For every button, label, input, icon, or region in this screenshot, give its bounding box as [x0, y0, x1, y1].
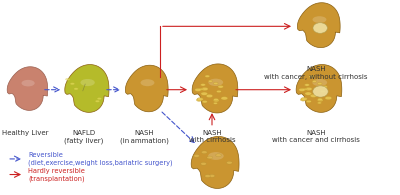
Ellipse shape: [140, 79, 154, 86]
Circle shape: [317, 99, 323, 102]
Circle shape: [305, 92, 312, 95]
PathPatch shape: [298, 3, 340, 48]
PathPatch shape: [7, 67, 48, 110]
Circle shape: [309, 75, 314, 78]
Circle shape: [216, 90, 221, 93]
Text: NASH
with cancer and cirrhosis: NASH with cancer and cirrhosis: [272, 130, 360, 143]
Circle shape: [301, 97, 307, 100]
Circle shape: [195, 88, 201, 91]
Circle shape: [214, 82, 218, 85]
Circle shape: [214, 98, 218, 101]
Circle shape: [213, 102, 218, 104]
Circle shape: [206, 94, 213, 98]
Circle shape: [205, 75, 210, 77]
Circle shape: [200, 84, 206, 86]
Circle shape: [209, 175, 215, 177]
Circle shape: [95, 100, 100, 102]
Circle shape: [226, 161, 232, 164]
Circle shape: [197, 98, 203, 101]
Text: NAFLD
(fatty liver): NAFLD (fatty liver): [64, 130, 104, 144]
Circle shape: [202, 151, 207, 154]
PathPatch shape: [191, 136, 239, 188]
Ellipse shape: [313, 86, 328, 97]
Text: Healthy Liver: Healthy Liver: [2, 130, 48, 136]
Text: NASH
with cancer, without cirrhosis: NASH with cancer, without cirrhosis: [264, 66, 368, 80]
Circle shape: [205, 175, 210, 177]
Ellipse shape: [313, 23, 327, 33]
Text: Reversible
(diet,exercise,weight loss,bariatric surgery): Reversible (diet,exercise,weight loss,ba…: [28, 152, 173, 166]
Circle shape: [317, 102, 322, 104]
Circle shape: [74, 88, 78, 90]
Circle shape: [202, 100, 207, 103]
Circle shape: [198, 88, 203, 90]
Circle shape: [322, 85, 327, 88]
Circle shape: [213, 99, 219, 102]
Circle shape: [221, 97, 228, 100]
Ellipse shape: [312, 79, 327, 86]
Circle shape: [194, 154, 200, 157]
Circle shape: [305, 87, 312, 91]
Circle shape: [302, 88, 307, 90]
Circle shape: [325, 96, 332, 100]
Circle shape: [300, 98, 306, 101]
Circle shape: [201, 162, 206, 165]
Circle shape: [310, 94, 317, 98]
Ellipse shape: [22, 80, 35, 86]
Circle shape: [320, 90, 325, 93]
PathPatch shape: [126, 65, 168, 112]
Text: Hardly reversible
(transplantation): Hardly reversible (transplantation): [28, 168, 85, 182]
Circle shape: [318, 98, 322, 100]
Circle shape: [66, 78, 70, 80]
Circle shape: [201, 87, 208, 91]
Text: NASH
(in ammation): NASH (in ammation): [120, 130, 168, 144]
Text: NASH
with cirrhosis: NASH with cirrhosis: [189, 130, 235, 143]
Circle shape: [306, 100, 311, 103]
Circle shape: [208, 80, 212, 82]
Circle shape: [70, 83, 74, 85]
Circle shape: [304, 84, 310, 86]
PathPatch shape: [65, 65, 109, 112]
Ellipse shape: [80, 79, 95, 86]
Circle shape: [216, 154, 221, 157]
Circle shape: [299, 88, 305, 91]
Circle shape: [97, 98, 102, 100]
Circle shape: [201, 92, 208, 95]
Circle shape: [218, 85, 223, 88]
PathPatch shape: [192, 64, 238, 113]
Circle shape: [318, 82, 322, 85]
PathPatch shape: [296, 65, 342, 112]
Circle shape: [207, 156, 213, 159]
Ellipse shape: [208, 152, 224, 160]
Circle shape: [196, 99, 202, 101]
Circle shape: [312, 80, 316, 82]
Ellipse shape: [312, 16, 326, 23]
Ellipse shape: [208, 79, 223, 86]
